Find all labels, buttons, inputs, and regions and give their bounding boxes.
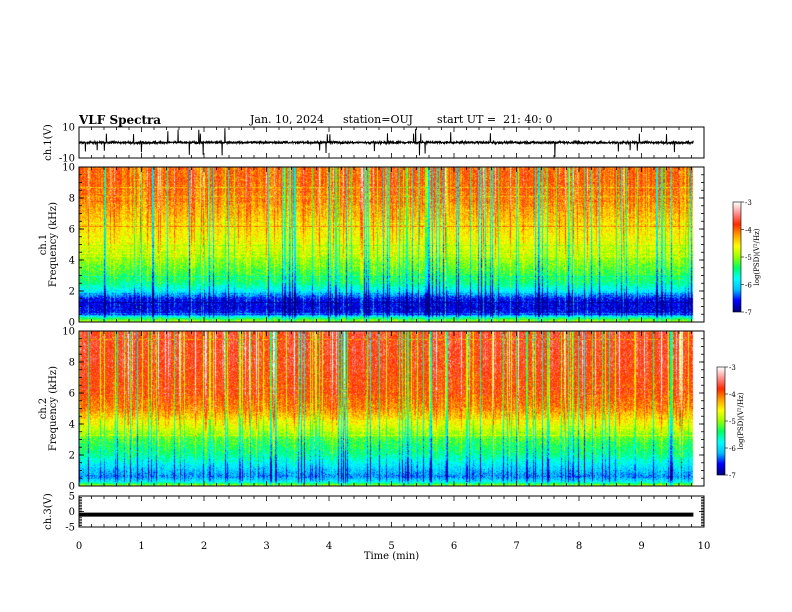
colorbar-tick-label: -6 bbox=[745, 282, 752, 290]
colorbar-tick-label: -3 bbox=[745, 199, 752, 207]
colorbar-label: log(PSD)(V²/Hz) bbox=[753, 228, 761, 285]
x-tick-label: 7 bbox=[513, 541, 519, 552]
y-tick-label: 0 bbox=[69, 482, 75, 493]
colorbar-tick-label: -7 bbox=[729, 472, 736, 480]
colorbar-label: log(PSD)(V²/Hz) bbox=[737, 392, 745, 449]
y-tick-label: -10 bbox=[59, 154, 75, 165]
y-axis-label: ch.1 bbox=[38, 234, 49, 256]
x-tick-label: 4 bbox=[326, 541, 332, 552]
y-tick-label: 6 bbox=[69, 389, 75, 400]
y-tick-label: 10 bbox=[62, 123, 75, 134]
y-tick-label: 8 bbox=[69, 358, 75, 369]
y-tick-label: 4 bbox=[69, 256, 75, 267]
y-tick-label: -5 bbox=[65, 523, 75, 534]
start-time-label: start UT = 21: 40: 0 bbox=[437, 113, 553, 126]
colorbar-tick-label: -3 bbox=[729, 364, 736, 372]
y-tick-label: 2 bbox=[69, 287, 75, 298]
colorbar-tick-label: -5 bbox=[745, 254, 752, 262]
x-tick-label: 6 bbox=[451, 541, 457, 552]
y-tick-label: 0 bbox=[69, 318, 75, 329]
ch1-colorbar-gradient bbox=[733, 202, 741, 312]
ch1-spectrogram-image bbox=[79, 167, 704, 322]
ch1-colorbar bbox=[733, 202, 741, 312]
x-axis-label: Time (min) bbox=[364, 551, 419, 562]
y-tick-label: 6 bbox=[69, 225, 75, 236]
y-tick-label: 5 bbox=[69, 492, 75, 503]
y-axis-label: Frequency (kHz) bbox=[48, 202, 59, 287]
y-axis-label: ch.2 bbox=[38, 398, 49, 420]
y-axis-label: Frequency (kHz) bbox=[48, 366, 59, 451]
y-axis-label: ch.3(V) bbox=[43, 493, 54, 530]
y-tick-label: 4 bbox=[69, 420, 75, 431]
ch1-waveform-line bbox=[79, 128, 694, 157]
ch2-colorbar bbox=[717, 367, 725, 475]
x-tick-label: 9 bbox=[638, 541, 644, 552]
date-label: Jan. 10, 2024 bbox=[250, 113, 325, 126]
y-tick-label: 10 bbox=[62, 163, 75, 174]
colorbar-tick-label: -6 bbox=[729, 445, 736, 453]
x-tick-label: 5 bbox=[388, 541, 394, 552]
x-tick-label: 1 bbox=[138, 541, 144, 552]
colorbar-tick-label: -4 bbox=[745, 227, 752, 235]
y-tick-label: 8 bbox=[69, 194, 75, 205]
y-tick-label: 0 bbox=[69, 507, 75, 518]
x-tick-label: 2 bbox=[201, 541, 207, 552]
y-axis-label: ch.1(V) bbox=[43, 124, 54, 161]
y-tick-label: 2 bbox=[69, 451, 75, 462]
x-tick-label: 0 bbox=[76, 541, 82, 552]
ch2-colorbar-gradient bbox=[717, 367, 725, 475]
chart-title: VLF Spectra bbox=[79, 113, 162, 127]
colorbar-tick-label: -5 bbox=[729, 418, 736, 426]
x-tick-label: 8 bbox=[576, 541, 582, 552]
ch2-spectrogram-image bbox=[79, 331, 704, 486]
colorbar-tick-label: -4 bbox=[729, 391, 736, 399]
colorbar-tick-label: -7 bbox=[745, 309, 752, 317]
station-label: station=OUJ bbox=[343, 113, 413, 126]
y-tick-label: 10 bbox=[62, 327, 75, 338]
x-tick-label: 3 bbox=[263, 541, 269, 552]
ch2-spectrogram-panel bbox=[79, 331, 704, 486]
ch1-spectrogram-panel bbox=[79, 167, 704, 322]
x-tick-label: 10 bbox=[698, 541, 711, 552]
ch1-waveform-panel bbox=[79, 128, 694, 157]
